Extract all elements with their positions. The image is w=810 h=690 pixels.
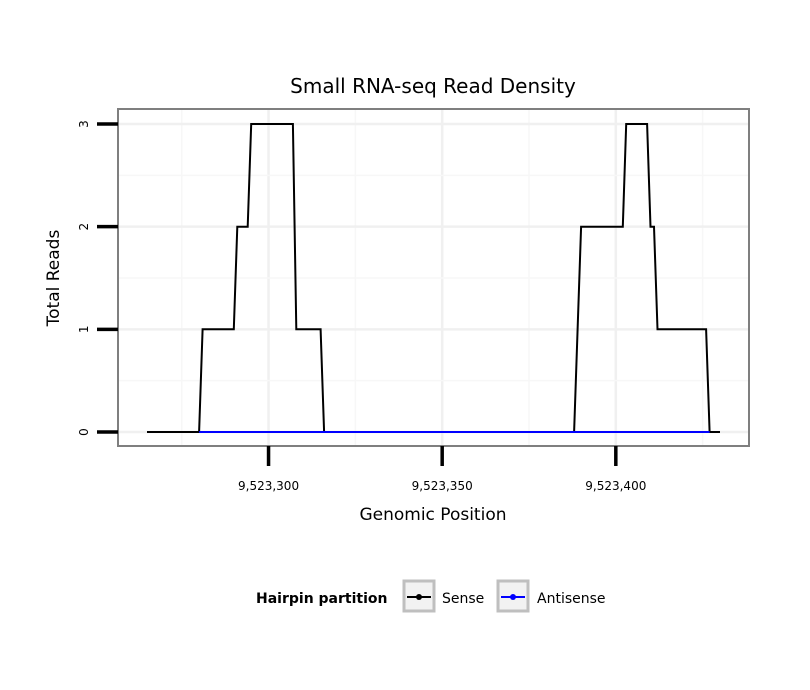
y-tick-label-0: 0 <box>77 428 91 436</box>
legend-point-sense <box>416 594 422 600</box>
plot-panel-border <box>117 108 750 447</box>
series-lines <box>147 123 720 433</box>
x-tick-label-0: 9,523,300 <box>238 479 299 493</box>
y-tick-label-3: 3 <box>77 120 91 128</box>
chart-title: Small RNA-seq Read Density <box>290 74 576 98</box>
legend-point-antisense <box>510 594 516 600</box>
legend-label-antisense: Antisense <box>537 591 606 607</box>
legend-title: Hairpin partition <box>256 591 387 607</box>
x-axis-title: Genomic Position <box>359 505 506 525</box>
x-tick-label-1: 9,523,350 <box>412 479 473 493</box>
legend-entry-sense: Sense <box>402 579 484 613</box>
x-tick-label-2: 9,523,400 <box>585 479 646 493</box>
grid-lines <box>118 109 749 446</box>
x-axis: 9,523,300 9,523,350 9,523,400 <box>238 446 646 493</box>
y-tick-label-1: 1 <box>77 326 91 334</box>
legend-entry-antisense: Antisense <box>496 579 606 613</box>
y-tick-label-2: 2 <box>77 223 91 231</box>
y-axis: 0 1 2 3 <box>77 120 118 436</box>
y-axis-title: Total Reads <box>44 230 64 328</box>
legend: Hairpin partition Sense Antisense <box>256 579 606 613</box>
legend-label-sense: Sense <box>442 591 484 607</box>
